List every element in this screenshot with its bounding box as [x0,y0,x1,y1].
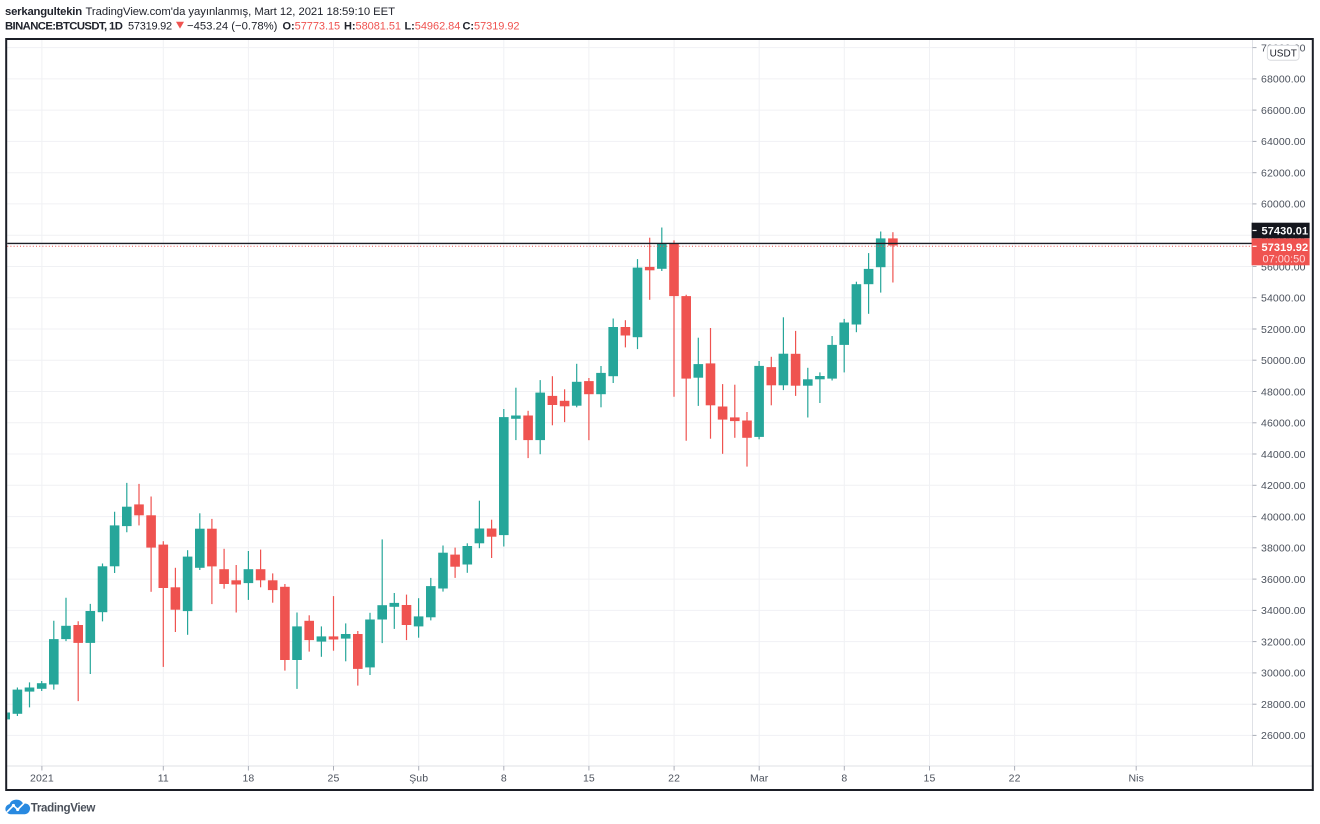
svg-text:36000.00: 36000.00 [1261,574,1306,586]
svg-text:8: 8 [841,773,847,785]
svg-text:46000.00: 46000.00 [1261,418,1306,430]
svg-text:15: 15 [583,773,595,785]
svg-text:O:57773.15: O:57773.15 [283,21,341,33]
svg-text:38000.00: 38000.00 [1261,543,1306,555]
svg-text:18: 18 [242,773,254,785]
svg-text:40000.00: 40000.00 [1261,511,1306,523]
svg-text:−453.24 (−0.78%): −453.24 (−0.78%) [187,21,278,33]
svg-text:8: 8 [501,773,507,785]
svg-text:68000.00: 68000.00 [1261,74,1306,86]
svg-text:44000.00: 44000.00 [1261,449,1306,461]
svg-text:2021: 2021 [30,773,54,785]
svg-text:54000.00: 54000.00 [1261,293,1306,305]
svg-text:48000.00: 48000.00 [1261,386,1306,398]
svg-text:42000.00: 42000.00 [1261,480,1306,492]
svg-text:15: 15 [924,773,936,785]
svg-text:60000.00: 60000.00 [1261,199,1306,211]
svg-text:26000.00: 26000.00 [1261,730,1306,742]
svg-text:30000.00: 30000.00 [1261,668,1306,680]
svg-text:USDT: USDT [1270,48,1297,59]
svg-text:Mar: Mar [750,773,769,785]
svg-text:62000.00: 62000.00 [1261,168,1306,180]
svg-text:serkangultekin: serkangultekin [5,6,82,18]
svg-text:66000.00: 66000.00 [1261,105,1306,117]
svg-text:57430.01: 57430.01 [1262,226,1309,238]
svg-text:07:00:50: 07:00:50 [1263,254,1306,266]
svg-text:64000.00: 64000.00 [1261,136,1306,148]
svg-text:BINANCE:BTCUSDT, 1D: BINANCE:BTCUSDT, 1D [5,21,123,33]
svg-text:TradingView: TradingView [31,802,97,815]
svg-text:32000.00: 32000.00 [1261,636,1306,648]
svg-text:L:54962.84: L:54962.84 [405,21,461,33]
svg-text:22: 22 [1009,773,1021,785]
svg-text:C:57319.92: C:57319.92 [463,21,520,33]
svg-text:25: 25 [328,773,340,785]
svg-text:34000.00: 34000.00 [1261,605,1306,617]
svg-text:TradingView.com'da yayınlanmış: TradingView.com'da yayınlanmış, Mart 12,… [86,6,396,18]
svg-text:28000.00: 28000.00 [1261,699,1306,711]
svg-text:57319.92: 57319.92 [128,21,172,33]
svg-text:50000.00: 50000.00 [1261,355,1306,367]
svg-text:H:58081.51: H:58081.51 [344,21,401,33]
svg-text:Şub: Şub [409,773,428,785]
svg-text:Nis: Nis [1128,773,1143,785]
svg-text:57319.92: 57319.92 [1262,242,1309,254]
svg-text:52000.00: 52000.00 [1261,324,1306,336]
svg-text:11: 11 [158,773,169,785]
svg-text:22: 22 [668,773,680,785]
